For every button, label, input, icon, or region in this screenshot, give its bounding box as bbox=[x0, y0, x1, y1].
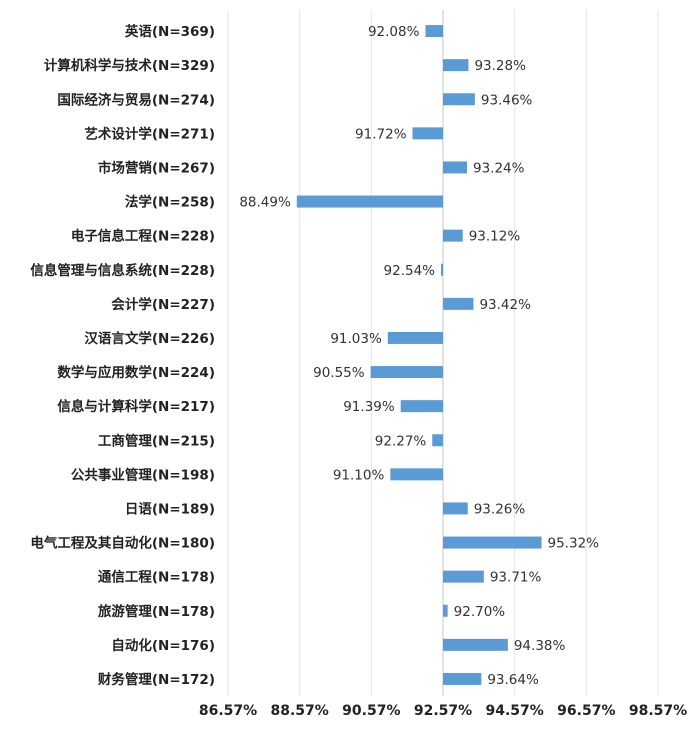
bar-12 bbox=[432, 434, 443, 447]
bar-11 bbox=[400, 400, 443, 413]
category-label-17: 旅游管理(N=178) bbox=[98, 603, 215, 620]
value-label-5: 88.49% bbox=[239, 195, 291, 211]
bar-9 bbox=[387, 331, 443, 344]
bar-8 bbox=[443, 297, 474, 310]
bar-1 bbox=[443, 59, 469, 72]
bars bbox=[296, 25, 542, 685]
value-label-3: 91.72% bbox=[355, 126, 407, 142]
category-label-15: 电气工程及其自动化(N=180) bbox=[30, 535, 215, 552]
category-labels: 英语(N=369) 计算机科学与技术(N=329) 国际经济与贸易(N=274) 艺术… bbox=[30, 23, 215, 688]
bar-10 bbox=[370, 366, 443, 379]
value-labels: 92.08% 93.28% 93.46% 91.72% 93.24% 88.49% 93.1… bbox=[239, 24, 599, 688]
category-label-13: 公共事业管理(N=198) bbox=[71, 466, 215, 483]
bar-15 bbox=[443, 536, 542, 549]
value-label-11: 91.39% bbox=[343, 399, 395, 415]
value-label-16: 93.71% bbox=[490, 570, 542, 586]
x-axis-ticks: 86.57% 88.57% 90.57% 92.57% 94.57% 96.57% 98.5… bbox=[199, 703, 687, 719]
category-label-11: 信息与计算科学(N=217) bbox=[57, 398, 215, 415]
value-label-4: 93.24% bbox=[473, 160, 525, 176]
value-label-18: 94.38% bbox=[514, 638, 566, 654]
category-label-0: 英语(N=369) bbox=[124, 23, 215, 40]
value-label-19: 93.64% bbox=[487, 672, 539, 688]
x-tick-label-5: 96.57% bbox=[557, 703, 615, 719]
x-tick-label-6: 98.57% bbox=[629, 703, 687, 719]
category-label-18: 自动化(N=176) bbox=[111, 637, 215, 654]
value-label-14: 93.26% bbox=[474, 501, 526, 517]
value-label-15: 95.32% bbox=[548, 536, 600, 552]
x-tick-label-3: 92.57% bbox=[414, 703, 472, 719]
bar-19 bbox=[443, 672, 482, 685]
category-label-4: 市场营销(N=267) bbox=[98, 159, 215, 176]
x-tick-label-1: 88.57% bbox=[271, 703, 329, 719]
value-label-1: 93.28% bbox=[474, 58, 526, 74]
category-label-8: 会计学(N=227) bbox=[111, 296, 215, 313]
bar-3 bbox=[412, 127, 443, 140]
category-label-2: 国际经济与贸易(N=274) bbox=[57, 91, 215, 108]
x-tick-label-0: 86.57% bbox=[199, 703, 257, 719]
value-label-8: 93.42% bbox=[479, 297, 531, 313]
bar-5 bbox=[296, 195, 443, 208]
category-label-3: 艺术设计学(N=271) bbox=[84, 125, 215, 142]
category-label-1: 计算机科学与技术(N=329) bbox=[44, 57, 215, 74]
bar-0 bbox=[425, 25, 443, 38]
x-tick-label-4: 94.57% bbox=[486, 703, 544, 719]
category-label-6: 电子信息工程(N=228) bbox=[71, 228, 215, 245]
bar-18 bbox=[443, 638, 508, 651]
category-label-5: 法学(N=258) bbox=[125, 194, 215, 211]
bar-2 bbox=[443, 93, 475, 106]
value-label-7: 92.54% bbox=[384, 263, 436, 279]
value-label-17: 92.70% bbox=[454, 604, 506, 620]
category-label-14: 日语(N=189) bbox=[125, 501, 215, 517]
value-label-0: 92.08% bbox=[368, 24, 420, 40]
category-label-19: 财务管理(N=172) bbox=[97, 671, 215, 688]
bar-6 bbox=[443, 229, 463, 242]
bar-17 bbox=[443, 604, 448, 617]
bar-4 bbox=[443, 161, 468, 174]
category-label-9: 汉语言文学(N=226) bbox=[84, 330, 215, 347]
category-label-12: 工商管理(N=215) bbox=[98, 432, 215, 449]
gridlines bbox=[227, 10, 659, 696]
value-label-9: 91.03% bbox=[330, 331, 382, 347]
category-label-7: 信息管理与信息系统(N=228) bbox=[30, 262, 215, 279]
bar-13 bbox=[390, 468, 443, 481]
bar-7 bbox=[441, 263, 443, 276]
bar-16 bbox=[443, 570, 484, 583]
value-label-6: 93.12% bbox=[469, 229, 521, 245]
bar-14 bbox=[443, 502, 468, 515]
value-label-10: 90.55% bbox=[313, 365, 365, 381]
category-label-10: 数学与应用数学(N=224) bbox=[57, 364, 215, 381]
category-label-16: 通信工程(N=178) bbox=[98, 569, 215, 586]
value-label-13: 91.10% bbox=[333, 467, 385, 483]
value-label-12: 92.27% bbox=[375, 433, 427, 449]
value-label-2: 93.46% bbox=[481, 92, 533, 108]
x-tick-label-2: 90.57% bbox=[342, 703, 400, 719]
